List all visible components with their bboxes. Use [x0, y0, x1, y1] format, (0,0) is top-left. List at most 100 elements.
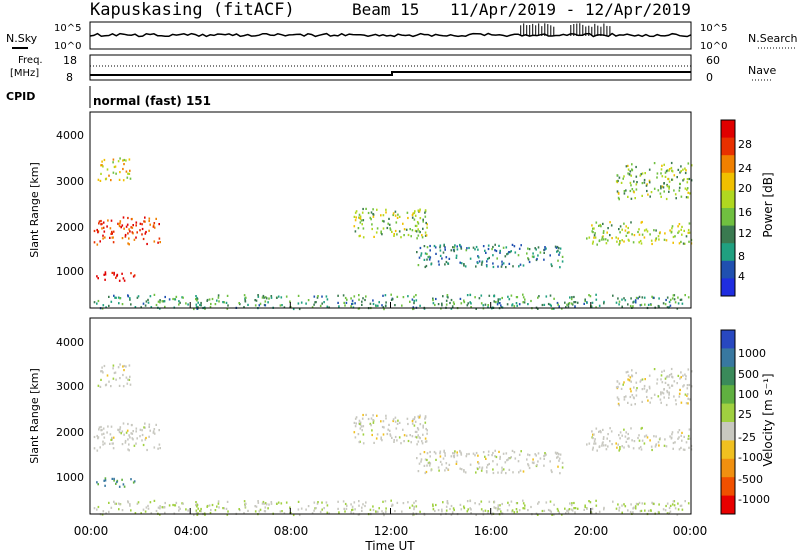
power-cell: [684, 167, 686, 170]
power-cell: [644, 303, 646, 306]
power-cell: [385, 208, 387, 211]
power-cell: [96, 243, 99, 246]
velocity-cell: [499, 457, 501, 460]
velocity-cell: [655, 435, 657, 438]
velocity-cell: [495, 455, 498, 459]
power-cell: [358, 298, 360, 301]
power-cell: [554, 245, 557, 248]
velocity-cell: [413, 424, 416, 427]
velocity-cell: [673, 380, 676, 383]
power-cell: [133, 274, 136, 277]
power-cell: [556, 245, 559, 249]
velocity-cell: [543, 464, 545, 467]
velocity-cell: [390, 504, 393, 507]
velocity-cell: [412, 418, 414, 421]
power-cell: [362, 236, 365, 239]
power-cell: [211, 297, 214, 301]
power-cell: [120, 226, 122, 229]
power-cell: [618, 243, 620, 246]
power-cell: [537, 296, 539, 299]
velocity-cell: [448, 463, 451, 466]
power-cell: [416, 221, 419, 224]
velocity-cell: [139, 435, 141, 438]
velocity-cell: [264, 506, 267, 509]
power-cell: [106, 168, 109, 171]
velocity-cell: [630, 380, 632, 383]
velocity-cell: [499, 455, 501, 458]
velocity-cell: [441, 463, 443, 466]
power-cell: [344, 296, 347, 300]
power-cell: [112, 158, 115, 161]
freq-tick-low-left: 8: [66, 71, 73, 84]
power-cell: [506, 253, 508, 256]
power-cell: [407, 216, 409, 220]
power-cell: [148, 229, 150, 232]
power-cell: [487, 247, 490, 251]
power-cell: [645, 184, 648, 187]
velocity-cell: [631, 439, 633, 442]
power-cell: [406, 211, 409, 214]
velocity-cell: [346, 504, 348, 507]
power-cell: [285, 295, 288, 298]
velocity-cell: [129, 504, 131, 507]
velocity-cell: [369, 508, 372, 511]
velocity-cell: [375, 437, 378, 440]
power-cell: [492, 265, 495, 269]
velocity-cell: [650, 397, 653, 400]
power-cell: [386, 226, 389, 230]
power-colorbar-swatch: [721, 243, 735, 262]
velocity-cell: [422, 433, 424, 436]
power-cell: [101, 164, 103, 167]
velocity-cell: [628, 445, 630, 448]
velocity-cell: [680, 401, 683, 404]
power-cell: [118, 279, 121, 282]
power-cell: [628, 231, 630, 234]
power-cell: [671, 297, 674, 300]
power-cell: [686, 181, 689, 184]
velocity-cell: [617, 385, 619, 388]
velocity-cell: [514, 457, 517, 460]
power-cell: [535, 248, 537, 251]
power-cell: [353, 225, 356, 228]
velocity-cell: [122, 483, 125, 486]
power-cell: [264, 300, 267, 303]
power-cell: [682, 168, 684, 171]
velocity-cell: [206, 504, 209, 508]
velocity-cell: [586, 507, 588, 510]
velocity-cell: [669, 504, 672, 507]
power-cell: [402, 296, 405, 299]
velocity-cell: [629, 387, 632, 390]
velocity-cell: [396, 501, 399, 504]
velocity-cell: [679, 504, 682, 507]
power-cell: [426, 258, 428, 261]
power-cell: [316, 296, 319, 299]
power-cell: [588, 294, 590, 297]
velocity-cell: [391, 504, 394, 507]
x-axis-label: Time UT: [364, 539, 415, 553]
power-cell: [631, 168, 633, 171]
velocity-cell: [480, 508, 483, 511]
velocity-cell: [527, 463, 529, 466]
velocity-cell: [554, 451, 557, 454]
velocity-cell: [153, 432, 156, 435]
velocity-cell: [475, 451, 478, 455]
power-cell: [621, 239, 623, 242]
velocity-cell: [424, 417, 426, 420]
velocity-cell: [416, 443, 418, 446]
power-cell: [666, 185, 669, 188]
power-cell: [609, 234, 611, 237]
power-cell: [391, 230, 393, 233]
velocity-cell: [128, 364, 131, 367]
power-cell: [124, 235, 127, 238]
velocity-cell: [619, 448, 621, 451]
velocity-cell: [261, 502, 264, 505]
velocity-cell: [119, 426, 122, 429]
power-cell: [537, 307, 539, 310]
velocity-cell: [640, 427, 643, 430]
power-cell: [417, 228, 419, 231]
power-cell: [655, 237, 658, 240]
power-cell: [283, 306, 286, 309]
velocity-cell: [643, 387, 646, 390]
power-cell: [627, 168, 630, 171]
power-cell: [477, 256, 480, 259]
